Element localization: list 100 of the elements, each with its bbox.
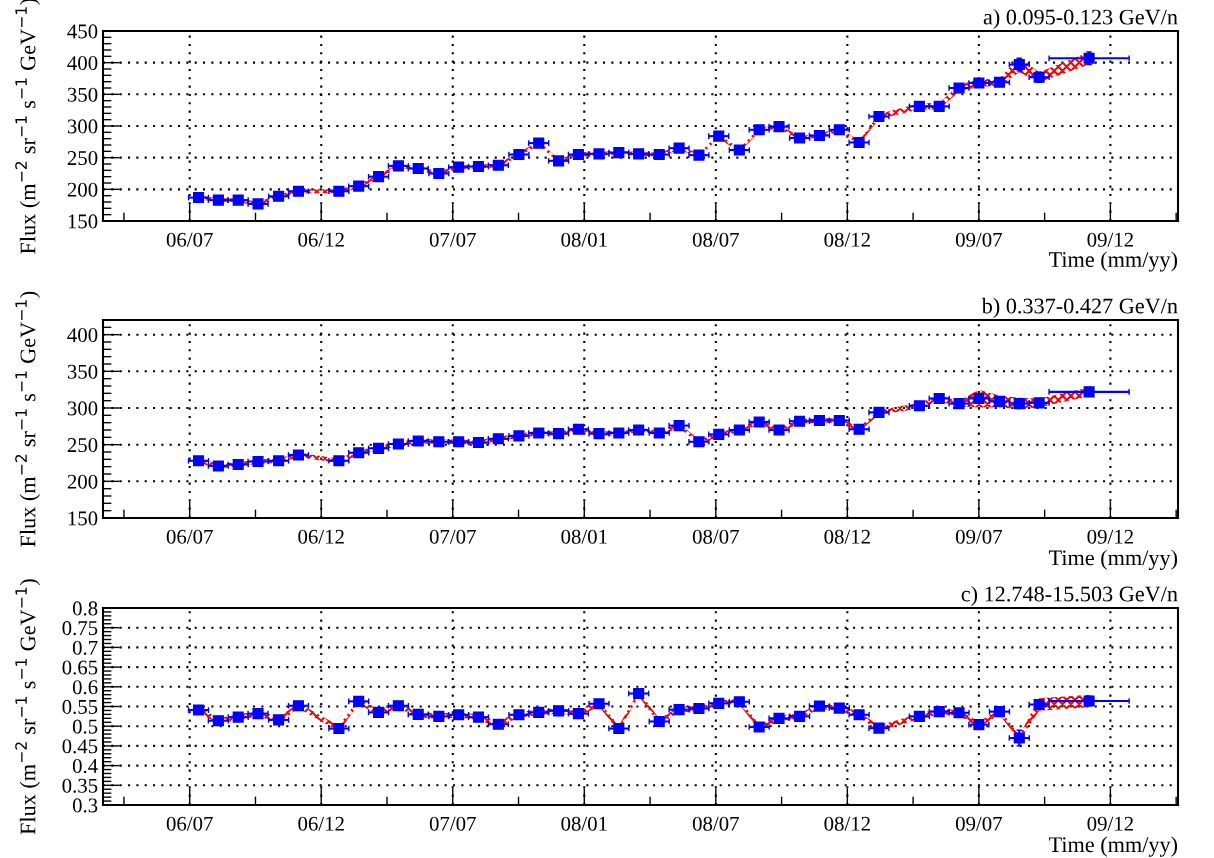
point: [492, 159, 504, 171]
point: [553, 155, 565, 167]
point: [572, 148, 584, 161]
point: [613, 147, 625, 159]
point: [492, 433, 504, 445]
point: [433, 167, 445, 180]
point: [292, 185, 305, 197]
point: [713, 697, 725, 709]
x-tick-label: 06/07: [166, 529, 213, 544]
chart-title: a) 0.095-0.123 GeV/n: [983, 8, 1178, 30]
point: [1013, 398, 1025, 410]
point: [653, 715, 665, 728]
point: [513, 148, 525, 161]
point: [593, 428, 605, 440]
point: [853, 136, 865, 149]
point: [472, 711, 485, 723]
point: [794, 710, 806, 722]
x-tick-label: 08/12: [824, 529, 870, 544]
y-tick-label: 450: [67, 24, 98, 39]
point: [372, 171, 385, 183]
x-tick-label: 09/12: [1087, 816, 1133, 831]
point: [633, 687, 645, 700]
point: [392, 700, 404, 712]
point: [993, 706, 1006, 718]
y-tick-label: 400: [67, 56, 98, 71]
point: [673, 420, 685, 432]
point: [813, 129, 825, 142]
y-tick-label: 0.55: [62, 699, 98, 715]
point: [513, 709, 525, 721]
point: [973, 77, 985, 89]
point: [633, 148, 645, 160]
point: [412, 162, 424, 174]
point: [633, 424, 645, 436]
point: [933, 706, 945, 718]
y-tick-label: 250: [67, 151, 98, 166]
chart-title: c) 12.748-15.503 GeV/n: [961, 585, 1178, 607]
point: [913, 100, 925, 112]
point: [1013, 732, 1025, 744]
x-tick-label: 08/12: [824, 232, 870, 247]
chart-title: b) 0.337-0.427 GeV/n: [981, 297, 1178, 319]
point: [794, 132, 806, 144]
y-tick-label: 300: [67, 401, 98, 416]
x-tick-label: 07/07: [429, 816, 476, 831]
point: [1083, 386, 1095, 398]
y-tick-label: 0.3: [72, 798, 98, 813]
point: [433, 710, 445, 722]
y-tick-label: 350: [67, 87, 98, 102]
point: [252, 198, 264, 210]
point: [794, 415, 806, 427]
y-tick-label: 0.8: [72, 601, 98, 616]
x-tick-label: 09/07: [955, 529, 1002, 544]
y-tick-label: 400: [67, 328, 98, 343]
x-tick-label: 06/07: [166, 232, 213, 247]
point: [933, 100, 945, 112]
point: [993, 395, 1006, 407]
point: [572, 423, 584, 435]
x-tick-label: 08/07: [692, 816, 739, 831]
point: [353, 695, 365, 707]
point: [693, 149, 705, 161]
point: [753, 416, 765, 428]
x-tick-label: 07/07: [429, 232, 476, 247]
x-tick-label: 08/12: [824, 816, 870, 831]
point: [353, 180, 365, 192]
point: [853, 423, 865, 435]
point: [232, 458, 244, 471]
point: [492, 718, 504, 730]
point: [733, 424, 745, 436]
point: [353, 447, 365, 459]
point: [513, 430, 525, 442]
point: [673, 142, 685, 154]
point: [212, 460, 224, 472]
x-tick-label: 06/07: [166, 816, 213, 831]
y-tick-label: 0.75: [62, 621, 98, 636]
point: [1033, 397, 1045, 409]
point: [252, 708, 264, 720]
point: [453, 709, 465, 721]
point: [392, 438, 404, 450]
x-tick-label: 08/07: [692, 529, 739, 544]
point: [572, 708, 584, 720]
point: [873, 722, 885, 734]
point: [593, 698, 605, 710]
point: [833, 414, 845, 427]
point: [913, 400, 925, 412]
x-tick-label: 09/07: [955, 232, 1002, 247]
x-tick-label: 09/07: [955, 816, 1002, 831]
point: [733, 144, 745, 156]
x-tick-label: 09/12: [1087, 529, 1133, 544]
point: [833, 124, 845, 136]
point: [953, 82, 965, 94]
point: [372, 706, 385, 718]
y-tick-label: 0.4: [72, 758, 98, 774]
point: [433, 436, 445, 448]
x-tick-label: 09/12: [1087, 232, 1133, 247]
point: [653, 427, 665, 439]
point: [333, 455, 345, 467]
point: [833, 702, 845, 714]
y-tick-label: 200: [67, 474, 98, 489]
point: [913, 710, 925, 722]
x-tick-label: 06/12: [298, 529, 344, 544]
point: [653, 148, 665, 161]
